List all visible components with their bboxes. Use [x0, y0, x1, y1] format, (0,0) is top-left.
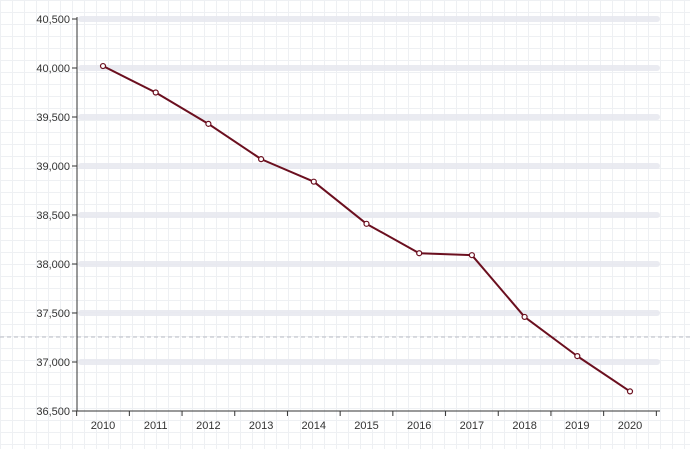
data-point[interactable] — [416, 250, 423, 257]
data-point[interactable] — [99, 62, 107, 70]
series-group — [99, 62, 634, 395]
y-axis: 36,500 37,000 37,500 38,000 38,500 39,000 39,5… — [36, 14, 78, 418]
y-gridline-band — [78, 310, 660, 316]
y-tick-label: 39,000 — [36, 161, 70, 173]
x-tick-label: 2017 — [460, 420, 484, 432]
y-gridline-band — [78, 114, 660, 120]
y-tick-label: 40,000 — [36, 63, 70, 75]
x-tick-label: 2020 — [618, 420, 642, 432]
data-point[interactable] — [152, 89, 159, 96]
y-tick-label: 36,500 — [36, 406, 70, 418]
y-gridline-band — [78, 261, 660, 267]
x-tick-label: 2018 — [512, 420, 536, 432]
y-tick-label: 38,000 — [36, 259, 70, 271]
y-gridline-band — [78, 212, 660, 218]
y-tick-label: 39,500 — [36, 112, 70, 124]
x-tick-label: 2010 — [91, 420, 115, 432]
data-point[interactable] — [363, 220, 370, 227]
x-tick-label: 2014 — [302, 420, 326, 432]
y-gridline-band — [78, 163, 660, 169]
y-tick-label: 38,500 — [36, 210, 70, 222]
y-tick-label: 40,500 — [36, 14, 70, 26]
data-point[interactable] — [205, 120, 212, 127]
y-tick-label: 37,000 — [36, 357, 70, 369]
gridline-bands — [78, 16, 660, 365]
x-axis: 2010 2011 2012 2013 2014 2015 2016 2017 2018 2019… — [76, 410, 660, 432]
data-point[interactable] — [258, 156, 265, 163]
y-tick-label: 37,500 — [36, 308, 70, 320]
x-tick-label: 2019 — [565, 420, 589, 432]
x-tick-label: 2013 — [249, 420, 273, 432]
x-tick-label: 2016 — [407, 420, 431, 432]
x-tick-label: 2011 — [144, 420, 168, 432]
x-tick-label: 2015 — [354, 420, 378, 432]
y-gridline-band — [78, 16, 660, 22]
data-point[interactable] — [574, 353, 581, 360]
x-tick-label: 2012 — [196, 420, 220, 432]
data-point[interactable] — [521, 313, 528, 321]
y-gridline-band — [78, 65, 660, 71]
y-gridline-band — [78, 359, 660, 365]
data-point[interactable] — [468, 252, 475, 259]
data-point[interactable] — [310, 178, 317, 185]
data-point[interactable] — [626, 388, 634, 395]
